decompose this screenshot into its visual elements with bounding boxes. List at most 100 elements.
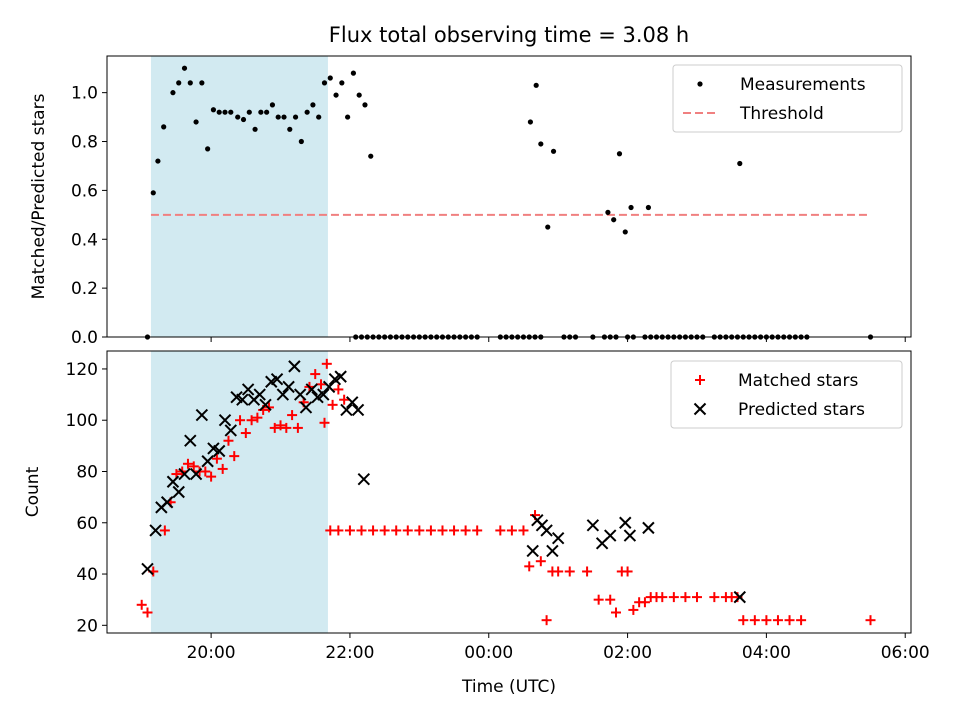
legend-label-predicted-stars: Predicted stars [738, 400, 865, 420]
data-point-matched-stars [657, 592, 668, 603]
data-point-predicted-stars [642, 521, 655, 535]
data-point-predicted-stars [189, 467, 203, 481]
legend-marker-measurements [697, 81, 703, 87]
data-point-predicted-stars [236, 393, 249, 406]
data-point-measurement [193, 119, 199, 125]
data-point-measurement [275, 114, 281, 120]
data-point-predicted-stars [322, 380, 336, 394]
data-point-predicted-stars [340, 403, 353, 417]
y-tick-label: 120 [66, 360, 98, 380]
data-point-matched-stars [269, 422, 280, 433]
data-point-matched-stars [593, 594, 604, 605]
data-point-matched-stars [761, 615, 772, 626]
y-axis-label: Count [23, 466, 43, 517]
data-point-measurement [545, 224, 551, 230]
data-point-matched-stars [553, 566, 564, 577]
data-point-matched-stars [281, 422, 292, 433]
data-point-matched-stars [235, 415, 246, 426]
y-tick-label: 60 [76, 514, 98, 534]
data-point-measurement [356, 92, 362, 98]
data-point-matched-stars [709, 592, 720, 603]
data-point-predicted-stars [540, 524, 553, 537]
data-point-predicted-stars [224, 424, 237, 437]
data-point-measurement [628, 204, 634, 211]
data-point-predicted-stars [218, 414, 232, 427]
data-point-measurement [345, 114, 351, 120]
data-point-measurement [362, 102, 368, 108]
y-tick-label: 0.4 [71, 230, 98, 250]
y-axis-label: Matched/Predicted stars [29, 93, 49, 299]
data-point-matched-stars [310, 369, 321, 380]
x-tick-label: 20:00 [187, 643, 236, 663]
data-point-matched-stars [217, 463, 228, 474]
data-point-predicted-stars [604, 529, 617, 542]
plot-frame [106, 55, 912, 338]
y-tick-label: 1.0 [71, 84, 98, 104]
data-point-predicted-stars [305, 383, 318, 396]
data-point-matched-stars [622, 566, 633, 577]
data-point-matched-stars [541, 615, 552, 626]
data-point-predicted-stars [160, 496, 174, 509]
data-point-matched-stars [159, 525, 170, 536]
data-point-matched-stars [524, 561, 535, 572]
data-point-matched-stars [639, 597, 650, 608]
data-point-predicted-stars [351, 403, 365, 417]
data-point-measurement [246, 109, 252, 115]
data-point-matched-stars [449, 525, 460, 536]
data-point-matched-stars [796, 615, 807, 626]
observing-window-shade [150, 56, 328, 337]
data-point-matched-stars [327, 399, 338, 410]
data-point-measurement [258, 109, 264, 115]
x-tick-label: 00:00 [464, 643, 513, 663]
data-point-matched-stars [379, 525, 390, 536]
legend-marker-matched-stars [695, 375, 705, 385]
x-tick-label: 22:00 [325, 643, 374, 663]
data-point-matched-stars [188, 461, 199, 472]
data-point-measurement [368, 153, 374, 159]
data-point-measurement [310, 102, 316, 108]
data-point-matched-stars [344, 525, 355, 536]
data-point-measurement [298, 138, 304, 145]
data-point-matched-stars [784, 615, 795, 626]
data-point-matched-stars [316, 379, 327, 390]
data-point-matched-stars [472, 525, 483, 536]
data-point-predicted-stars [551, 531, 565, 545]
data-point-matched-stars [182, 458, 193, 469]
data-point-matched-stars [402, 525, 413, 536]
x-tick-label: 06:00 [881, 643, 930, 663]
legend-marker-predicted-stars [693, 402, 707, 416]
data-point-measurement [222, 109, 228, 115]
data-point-measurement [737, 160, 743, 167]
data-point-predicted-stars [619, 516, 632, 529]
data-point-predicted-stars [317, 388, 330, 401]
data-point-matched-stars [223, 435, 234, 446]
data-point-measurement [605, 209, 611, 215]
data-point-predicted-stars [546, 544, 559, 558]
data-point-matched-stars [628, 604, 639, 615]
data-point-predicted-stars [201, 455, 214, 468]
data-point-measurement [550, 148, 557, 154]
data-point-measurement [228, 109, 234, 115]
data-point-matched-stars [865, 615, 876, 626]
data-point-predicted-stars [288, 360, 301, 373]
data-point-predicted-stars [213, 444, 226, 458]
y-tick-label: 0.0 [71, 328, 98, 348]
data-point-matched-stars [738, 615, 749, 626]
data-point-matched-stars [495, 525, 506, 536]
legend-label-measurements: Measurements [740, 75, 866, 95]
data-point-matched-stars [749, 615, 760, 626]
x-axis-label: Time (UTC) [461, 677, 556, 697]
legend-label-matched-stars: Matched stars [738, 371, 858, 391]
data-point-matched-stars [668, 592, 679, 603]
data-point-measurement [199, 80, 205, 86]
data-point-measurement [327, 75, 333, 81]
data-point-measurement [205, 146, 211, 152]
legend: Measurements Threshold [672, 64, 903, 133]
data-point-measurement [316, 114, 322, 120]
data-point-matched-stars [339, 394, 350, 405]
data-point-predicted-stars [346, 396, 359, 409]
data-point-predicted-stars [623, 529, 637, 542]
data-point-matched-stars [425, 525, 436, 536]
data-point-predicted-stars [357, 472, 371, 486]
